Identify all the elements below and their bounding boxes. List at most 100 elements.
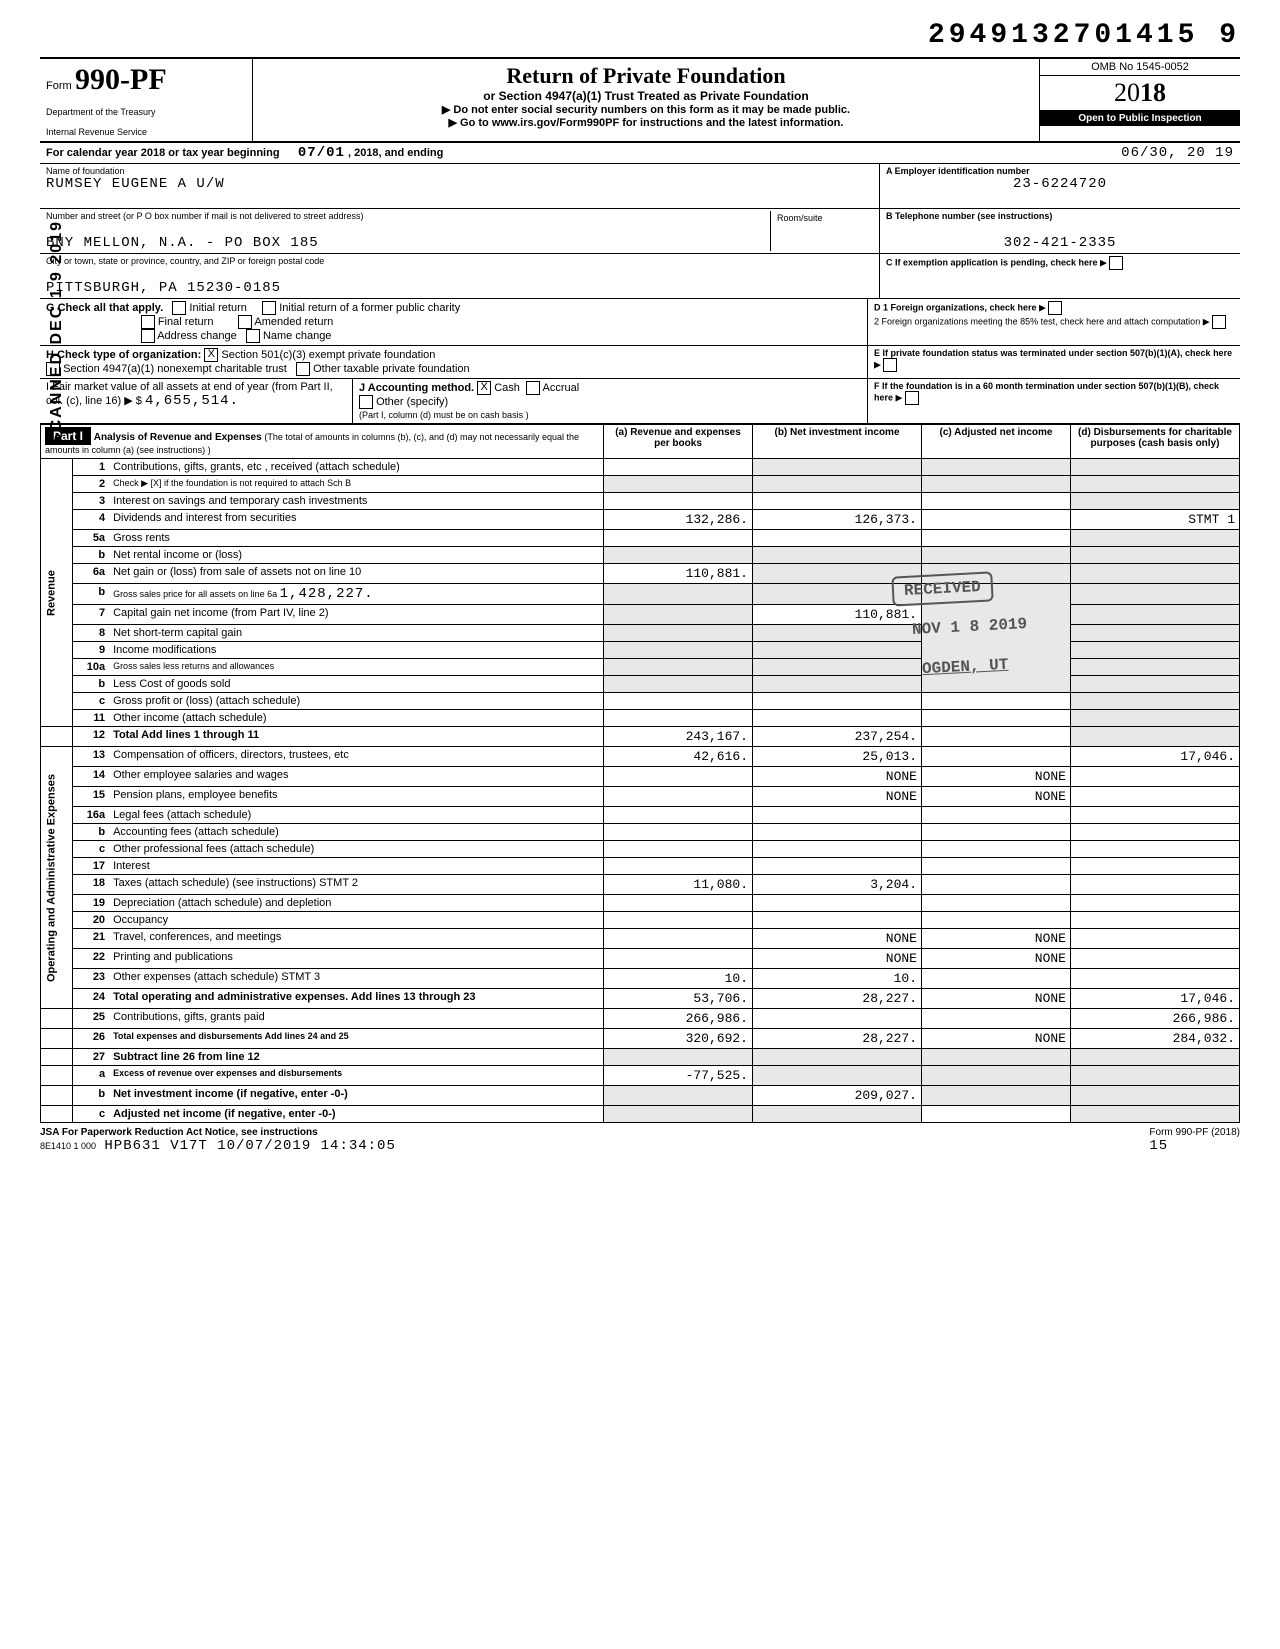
- calendar-mid: , 2018, and ending: [348, 147, 443, 159]
- j-note: (Part I, column (d) must be on cash basi…: [359, 410, 529, 420]
- footer-left: JSA For Paperwork Reduction Act Notice, …: [40, 1127, 396, 1154]
- footer-code: 8E1410 1 000: [40, 1141, 96, 1151]
- header-right: OMB No 1545-0052 2018 Open to Public Ins…: [1039, 59, 1240, 141]
- ein-row: A Employer identification number 23-6224…: [880, 164, 1240, 209]
- addr-label: Number and street (or P O box number if …: [46, 211, 770, 221]
- foundation-name: RUMSEY EUGENE A U/W: [46, 176, 873, 192]
- footer-timestamp: HPB631 V17T 10/07/2019 14:34:05: [104, 1138, 395, 1154]
- c-label: C If exemption application is pending, c…: [886, 257, 1098, 267]
- d2-checkbox[interactable]: [1212, 315, 1226, 329]
- g-chk-amended[interactable]: [238, 315, 252, 329]
- g-opt-name: Name change: [263, 330, 332, 342]
- paperwork-notice: JSA For Paperwork Reduction Act Notice, …: [40, 1127, 318, 1138]
- d1-checkbox[interactable]: [1048, 301, 1062, 315]
- dept-treasury: Department of the Treasury: [46, 107, 246, 117]
- g-opt-initial: Initial return: [189, 302, 246, 314]
- part1-title: Analysis of Revenue and Expenses: [94, 432, 262, 443]
- form-header: Form 990-PF Department of the Treasury I…: [40, 57, 1240, 143]
- e-block: E If private foundation status was termi…: [867, 346, 1240, 378]
- j-label: J Accounting method.: [359, 382, 474, 394]
- h-chk-501c3[interactable]: X: [204, 348, 218, 362]
- g-chk-final[interactable]: [141, 315, 155, 329]
- g-opt-address: Address change: [157, 330, 237, 342]
- j-accrual: Accrual: [542, 382, 579, 394]
- i-value: 4,655,514.: [145, 393, 239, 409]
- calendar-label: For calendar year 2018 or tax year begin…: [46, 147, 280, 159]
- h-e-row: H Check type of organization: X Section …: [40, 346, 1240, 379]
- form-number: 990-PF: [75, 63, 167, 96]
- name-row: Name of foundation RUMSEY EUGENE A U/W: [40, 164, 879, 209]
- room-label: Room/suite: [770, 211, 873, 251]
- j-block: J Accounting method. X Cash Accrual Othe…: [352, 379, 867, 423]
- j-chk-other[interactable]: [359, 395, 373, 409]
- gross-sales-price: 1,428,227.: [280, 586, 374, 602]
- ogden-stamp: OGDEN, UT: [911, 651, 1019, 683]
- street-address: BNY MELLON, N.A. - PO BOX 185: [46, 235, 770, 251]
- c-checkbox[interactable]: [1109, 256, 1123, 270]
- phone-row: B Telephone number (see instructions) 30…: [880, 209, 1240, 254]
- footer: JSA For Paperwork Reduction Act Notice, …: [40, 1127, 1240, 1154]
- h-opt-other: Other taxable private foundation: [313, 363, 470, 375]
- g-chk-initial[interactable]: [172, 301, 186, 315]
- received-date: NOV 1 8 2019: [901, 610, 1037, 643]
- title-main: Return of Private Foundation: [261, 63, 1031, 89]
- f-checkbox[interactable]: [905, 391, 919, 405]
- calendar-begin: 07/01: [298, 145, 345, 161]
- d1-label: D 1 Foreign organizations, check here: [874, 302, 1037, 312]
- f-label: F If the foundation is in a 60 month ter…: [874, 381, 1219, 402]
- j-cash: Cash: [494, 382, 520, 394]
- title-sub: or Section 4947(a)(1) Trust Treated as P…: [261, 89, 1031, 103]
- info-right: A Employer identification number 23-6224…: [879, 164, 1240, 298]
- g-chk-name[interactable]: [246, 329, 260, 343]
- title-note1: ▶ Do not enter social security numbers o…: [261, 103, 1031, 116]
- col-b-header: (b) Net investment income: [753, 425, 922, 459]
- h-chk-other[interactable]: [296, 362, 310, 376]
- e-label: E If private foundation status was termi…: [874, 348, 1232, 358]
- j-chk-cash[interactable]: X: [477, 381, 491, 395]
- name-label: Name of foundation: [46, 166, 873, 176]
- revenue-label: Revenue: [41, 459, 73, 727]
- f-block: F If the foundation is in a 60 month ter…: [867, 379, 1240, 423]
- dept-irs: Internal Revenue Service: [46, 127, 246, 137]
- year-suffix: 18: [1140, 78, 1166, 107]
- g-d-row: G Check all that apply. Initial return I…: [40, 299, 1240, 346]
- city-state-zip: PITTSBURGH, PA 15230-0185: [46, 280, 873, 296]
- g-opt-former: Initial return of a former public charit…: [279, 302, 460, 314]
- i-block: I Fair market value of all assets at end…: [40, 379, 352, 423]
- tax-year: 2018: [1040, 76, 1240, 111]
- opexp-label: Operating and Administrative Expenses: [41, 747, 73, 1009]
- phone-label: B Telephone number (see instructions): [886, 211, 1234, 221]
- col-c-header: (c) Adjusted net income: [922, 425, 1071, 459]
- g-opt-amended: Amended return: [254, 316, 333, 328]
- omb-number: OMB No 1545-0052: [1040, 59, 1240, 76]
- j-chk-accrual[interactable]: [526, 381, 540, 395]
- c-row: C If exemption application is pending, c…: [880, 254, 1240, 298]
- g-opt-final: Final return: [158, 316, 214, 328]
- g-block: G Check all that apply. Initial return I…: [40, 299, 867, 345]
- ein-label: A Employer identification number: [886, 166, 1234, 176]
- addr-row: Number and street (or P O box number if …: [40, 209, 879, 254]
- header-center: Return of Private Foundation or Section …: [253, 59, 1039, 141]
- h-label: H Check type of organization:: [46, 349, 201, 361]
- h-block: H Check type of organization: X Section …: [40, 346, 867, 378]
- page-number: 15: [1149, 1138, 1168, 1154]
- footer-right: Form 990-PF (2018) 15: [1149, 1127, 1240, 1154]
- d2-label: 2 Foreign organizations meeting the 85% …: [874, 316, 1200, 326]
- inspection-notice: Open to Public Inspection: [1040, 111, 1240, 126]
- form-ref: Form 990-PF (2018): [1149, 1127, 1240, 1138]
- g-chk-former[interactable]: [262, 301, 276, 315]
- d-block: D 1 Foreign organizations, check here ▶ …: [867, 299, 1240, 345]
- title-note2: ▶ Go to www.irs.gov/Form990PF for instru…: [261, 116, 1031, 129]
- h-opt-501c3: Section 501(c)(3) exempt private foundat…: [221, 349, 435, 361]
- col-a-header: (a) Revenue and expenses per books: [604, 425, 753, 459]
- city-label: City or town, state or province, country…: [46, 256, 873, 266]
- year-prefix: 20: [1114, 78, 1140, 107]
- document-id: 2949132701415 9: [40, 20, 1240, 51]
- city-row: City or town, state or province, country…: [40, 254, 879, 298]
- info-left: Name of foundation RUMSEY EUGENE A U/W N…: [40, 164, 879, 298]
- calendar-row: For calendar year 2018 or tax year begin…: [40, 143, 1240, 164]
- e-checkbox[interactable]: [883, 358, 897, 372]
- i-j-f-row: I Fair market value of all assets at end…: [40, 379, 1240, 424]
- phone-value: 302-421-2335: [886, 235, 1234, 251]
- g-chk-address[interactable]: [141, 329, 155, 343]
